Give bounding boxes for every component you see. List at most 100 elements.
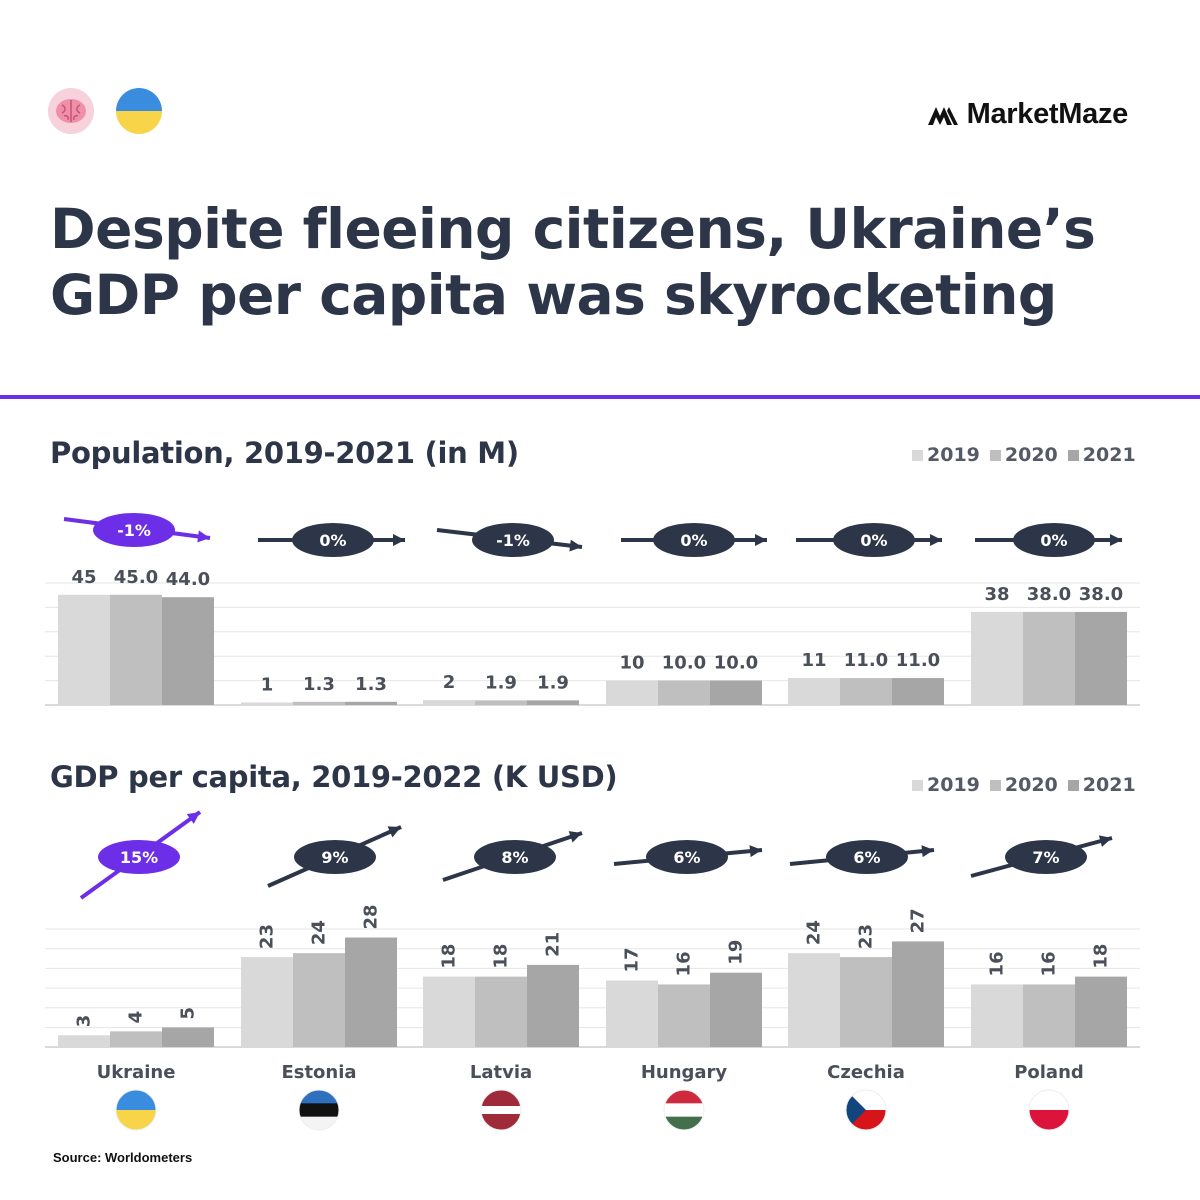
- data-label: 1.9: [485, 672, 517, 693]
- legend-item-2021: 2021: [1067, 444, 1136, 466]
- data-label: 23: [257, 924, 278, 949]
- hungary-flag-icon: [663, 1089, 705, 1131]
- change-pill: [1013, 523, 1095, 557]
- data-label: 11.0: [896, 650, 940, 671]
- arrow-icon: [197, 530, 210, 543]
- data-label: 4: [126, 1011, 147, 1024]
- data-label: 24: [309, 920, 330, 945]
- gdp-chart: 3 4 5 15% 23 24 28 9% 18 18 21 8% 17 16 19 6% 24 23 27 6% 16…: [45, 810, 1140, 1048]
- data-label: 1.9: [537, 672, 569, 693]
- change-pill: [653, 523, 735, 557]
- data-label: 18: [491, 944, 512, 969]
- bar: [1023, 984, 1075, 1047]
- bar: [971, 611, 1023, 705]
- data-label: 16: [1039, 951, 1060, 976]
- bar: [971, 984, 1023, 1047]
- bar: [475, 700, 527, 705]
- flag-stripe: [299, 1090, 339, 1104]
- category-label: Estonia: [281, 1062, 356, 1083]
- change-label: 9%: [321, 848, 348, 867]
- data-label: 19: [726, 940, 747, 965]
- gdp-legend: 2019 2020 2021: [912, 774, 1136, 796]
- change-pill: [1005, 840, 1087, 874]
- bar: [606, 680, 658, 705]
- source-note: Source: Worldometers: [53, 1150, 193, 1165]
- change-label: 0%: [319, 531, 346, 550]
- bar: [162, 1027, 214, 1047]
- data-label: 38: [984, 584, 1009, 605]
- data-label: 2: [443, 672, 456, 693]
- bar: [162, 597, 214, 705]
- data-label: 38.0: [1079, 584, 1123, 605]
- category-label: Ukraine: [97, 1062, 176, 1083]
- bar: [710, 680, 762, 705]
- gdp-chart-title: GDP per capita, 2019-2022 (K USD): [50, 760, 618, 794]
- bar: [892, 678, 944, 705]
- flag-stripes: [481, 1090, 521, 1130]
- flag-outline: [298, 1089, 340, 1131]
- bar: [241, 702, 293, 705]
- bar: [423, 700, 475, 705]
- bar: [527, 700, 579, 705]
- flag-stripe: [481, 1106, 521, 1114]
- bar: [892, 941, 944, 1047]
- category-label: Poland: [1014, 1062, 1084, 1083]
- arrow-icon: [186, 812, 200, 824]
- flag-stripe: [1029, 1090, 1069, 1111]
- arrow-icon: [568, 831, 582, 843]
- arrow-icon: [1098, 835, 1112, 847]
- bar: [1075, 611, 1127, 705]
- data-label: 16: [987, 951, 1008, 976]
- arrow-icon: [569, 539, 582, 552]
- change-label: -1%: [117, 521, 151, 540]
- flag-stripe: [664, 1103, 704, 1118]
- population-legend: 2019 2020 2021: [912, 444, 1136, 466]
- data-label: 24: [804, 920, 825, 945]
- bar: [788, 953, 840, 1047]
- arrow-icon: [1110, 534, 1122, 546]
- legend-item-2020: 2020: [989, 774, 1058, 796]
- change-pill: [833, 523, 915, 557]
- poland-flag-icon: [1028, 1089, 1070, 1131]
- arrow-icon: [755, 534, 767, 546]
- bar: [345, 937, 397, 1047]
- bar: [110, 1031, 162, 1047]
- change-pill: [292, 523, 374, 557]
- data-label: 18: [439, 944, 460, 969]
- legend-item-2021: 2021: [1067, 774, 1136, 796]
- legend-item-2019: 2019: [912, 444, 980, 466]
- data-label: 44.0: [166, 569, 210, 590]
- flag-outline: [115, 1089, 157, 1131]
- flag-stripe: [1029, 1110, 1069, 1130]
- data-label: 21: [543, 932, 564, 957]
- data-label: 10: [619, 653, 644, 674]
- change-pill: [98, 840, 180, 874]
- flag-stripe: [299, 1103, 339, 1118]
- data-label: 27: [908, 908, 929, 933]
- change-pill: [93, 513, 175, 547]
- data-label: 1.3: [355, 674, 387, 695]
- flag-stripes: [846, 1090, 886, 1130]
- data-label: 10.0: [714, 653, 758, 674]
- data-label: 1.3: [303, 674, 335, 695]
- bar: [606, 980, 658, 1047]
- bar: [788, 678, 840, 705]
- ukraine-flag-icon: [116, 88, 162, 134]
- data-label: 45: [71, 567, 96, 588]
- category-label: Hungary: [641, 1062, 728, 1083]
- arrow-icon: [393, 534, 405, 546]
- bar: [840, 957, 892, 1047]
- change-label: 0%: [1040, 531, 1067, 550]
- data-label: 5: [178, 1007, 199, 1020]
- flag-outline: [845, 1089, 887, 1131]
- bar: [1023, 611, 1075, 705]
- bar: [241, 957, 293, 1047]
- flag-outline: [480, 1089, 522, 1131]
- flag-stripe: [664, 1116, 704, 1130]
- bar: [658, 680, 710, 705]
- bar: [345, 701, 397, 705]
- change-label: 7%: [1032, 848, 1059, 867]
- change-pill: [646, 840, 728, 874]
- page-title: Despite fleeing citizens, Ukraine’s GDP …: [50, 197, 1096, 327]
